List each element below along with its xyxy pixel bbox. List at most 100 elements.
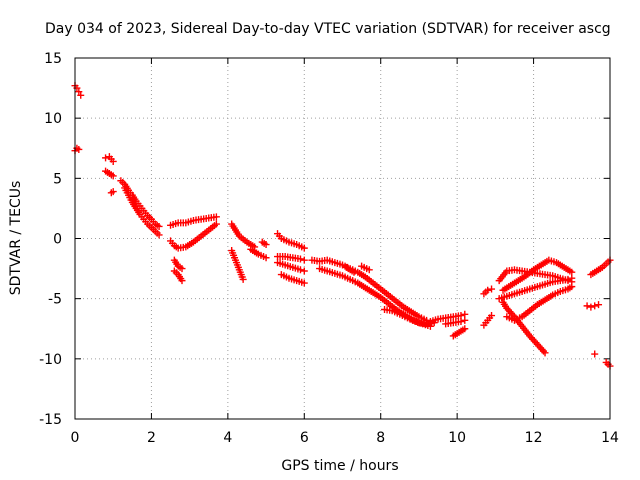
data-point [155, 222, 163, 230]
grid-layer [75, 58, 610, 419]
series-sat-o [258, 238, 270, 249]
y-tick-label: -10 [39, 352, 62, 368]
y-tick-label: 5 [53, 171, 62, 187]
data-point-trail [207, 213, 218, 222]
data-point-trail [379, 295, 390, 306]
data-point-trail [318, 257, 329, 265]
data-point-trail [349, 277, 359, 286]
data-point [587, 303, 595, 311]
data-point [296, 266, 304, 274]
data-point [109, 157, 117, 165]
data-point-trail [177, 219, 187, 227]
series-sat-q [274, 253, 308, 264]
series-sat-y [426, 310, 469, 326]
data-point [488, 285, 496, 293]
data-point-trail [326, 268, 336, 277]
data-point-trail [544, 271, 554, 279]
data-point [212, 220, 220, 228]
data-point-trail [539, 257, 551, 268]
data-point [457, 318, 465, 326]
data-point-trail [500, 300, 510, 310]
data-point [109, 172, 117, 180]
data-point-trail [229, 222, 242, 238]
data-point-trail [528, 302, 539, 313]
chart-title: Day 034 of 2023, Sidereal Day-to-day VTE… [45, 21, 611, 37]
data-point-trail [521, 286, 531, 295]
data-point-trail [505, 266, 516, 275]
x-tick-label: 0 [71, 430, 80, 446]
data-point-trail [363, 285, 375, 295]
data-point-trail [391, 308, 401, 317]
data-point [568, 274, 576, 282]
data-point-trail [437, 314, 447, 323]
data-point-trail [333, 270, 344, 279]
data-point [262, 254, 270, 262]
x-tick-label: 12 [525, 430, 543, 446]
data-point [212, 213, 220, 221]
data-point-trail [452, 318, 462, 326]
data-point-trail [276, 259, 287, 268]
y-axis-label: SDTVAR / TECUs [8, 181, 24, 296]
y-tick-label: 0 [53, 232, 62, 248]
data-point-trail [291, 264, 302, 273]
data-point [239, 275, 247, 283]
data-point-trail [498, 293, 508, 302]
data-point-trail [126, 194, 135, 204]
data-point-trail [232, 259, 242, 271]
data-point-trail [444, 319, 455, 328]
data-point-trail [551, 277, 562, 285]
data-point-trail [130, 193, 139, 203]
data-point [461, 325, 469, 333]
data-point-trail [245, 239, 257, 250]
data-point [484, 286, 492, 294]
data-point-trail [280, 236, 290, 245]
y-tick-label: 15 [44, 51, 62, 67]
data-point-trail [379, 287, 390, 298]
data-point-trail [536, 281, 546, 290]
data-point [155, 231, 163, 239]
data-point-trail [551, 273, 562, 281]
series-sat-ak [591, 350, 599, 358]
data-point-trail [421, 321, 432, 330]
series-sat-v [342, 263, 358, 276]
data-point-trail [310, 257, 321, 265]
data-point-trail [547, 257, 558, 266]
data-point-trail [191, 234, 203, 245]
data-point-trail [562, 265, 574, 275]
data-point-trail [288, 239, 298, 248]
x-tick-label: 10 [448, 430, 466, 446]
data-point-trail [535, 297, 547, 307]
series-sat-ag [499, 298, 549, 357]
data-point [591, 302, 599, 310]
data-point-trail [505, 314, 516, 323]
data-point [583, 302, 591, 310]
data-point-trail [509, 278, 520, 288]
data-point-trail [207, 222, 218, 233]
data-point-trail [200, 214, 210, 223]
data-point-trail [122, 182, 131, 192]
data-point [296, 255, 304, 263]
series-sat-h [167, 213, 220, 229]
data-point-trail [551, 289, 562, 298]
data-point [541, 349, 549, 357]
data-point-trail [169, 220, 180, 228]
data-point-trail [386, 293, 398, 304]
series-sat-aj [587, 256, 614, 279]
series-sat-ac [480, 312, 496, 329]
series-sat-w [358, 262, 373, 274]
data-point-trail [429, 316, 439, 325]
data-point-trail [291, 254, 302, 263]
x-tick-label: 6 [300, 430, 309, 446]
series-sat-l [228, 220, 259, 251]
data-point [568, 268, 576, 276]
data-point [75, 145, 83, 153]
series-sat-b [71, 144, 83, 155]
data-point [350, 268, 358, 276]
series-sat-al [602, 358, 614, 370]
data-point-trail [559, 276, 569, 284]
data-point [75, 88, 83, 96]
data-point-trail [280, 272, 290, 281]
data-point [488, 312, 496, 320]
data-point-trail [341, 262, 352, 271]
